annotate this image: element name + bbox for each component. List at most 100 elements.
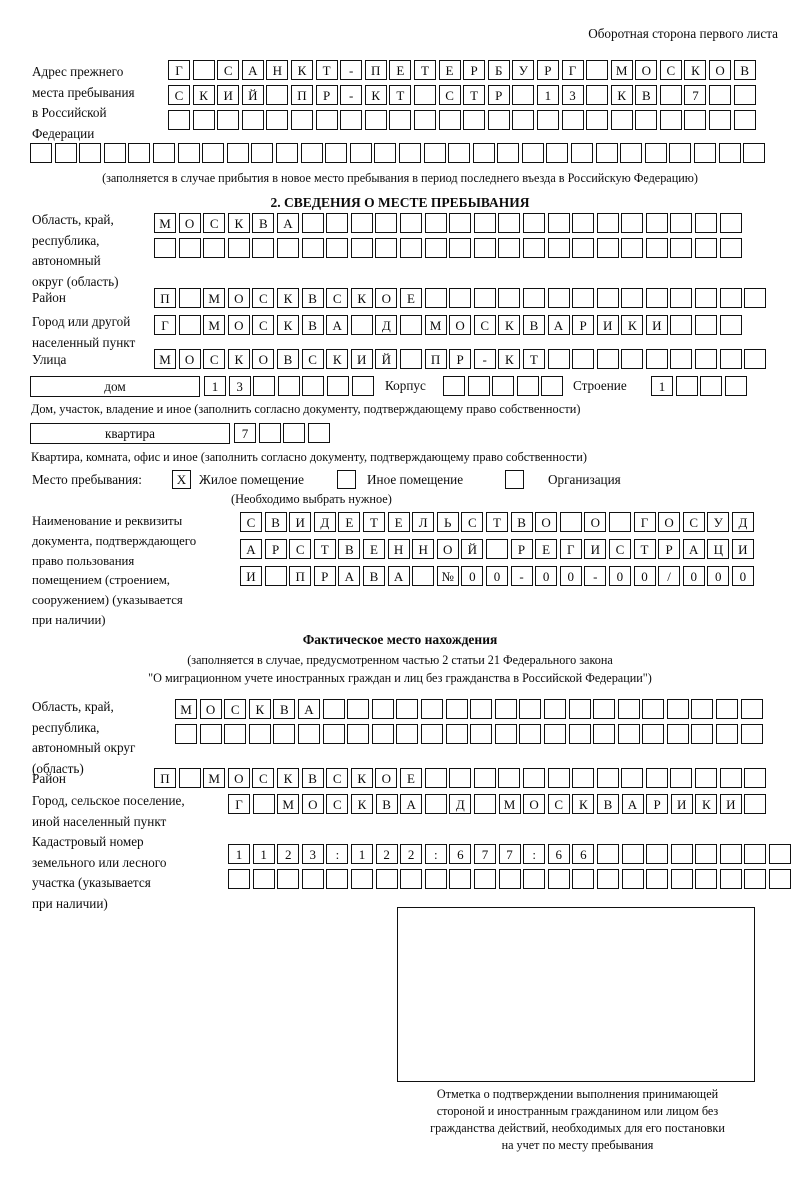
cadastral-row-1-cell-3[interactable]: 2 xyxy=(277,844,300,864)
section2-region-row-2-cell-4[interactable] xyxy=(227,238,250,258)
section2-city-row-cell-23[interactable] xyxy=(695,315,718,335)
actual-district-row-cell-6[interactable]: К xyxy=(276,768,299,788)
section2-district-row-cell-17[interactable] xyxy=(547,288,570,308)
doc-row-2-cell-9[interactable]: О xyxy=(436,539,459,559)
actual-city-row-cell-10[interactable]: Д xyxy=(449,794,472,814)
section2-region-row-2-cell-21[interactable] xyxy=(645,238,668,258)
section2-street-row-cell-5[interactable]: О xyxy=(252,349,275,369)
prev-address-row-3-cell-11[interactable] xyxy=(413,110,436,130)
actual-district-row-cell-17[interactable] xyxy=(547,768,570,788)
actual-city-row-cell-21[interactable]: И xyxy=(719,794,742,814)
actual-district-row-cell-11[interactable]: Е xyxy=(399,768,422,788)
section2-region-row-2-cell-16[interactable] xyxy=(522,238,545,258)
prev-address-row-4-cell-3[interactable] xyxy=(79,143,102,163)
section2-street-row-cell-3[interactable]: С xyxy=(203,349,226,369)
section2-city-row-cell-24[interactable] xyxy=(719,315,742,335)
prev-address-row-4-cell-7[interactable] xyxy=(177,143,200,163)
actual-district-row-cell-19[interactable] xyxy=(596,768,619,788)
cadastral-row-2-cell-15[interactable] xyxy=(572,869,595,889)
doc-row-3-cell-21[interactable]: 0 xyxy=(731,566,754,586)
prev-address-row-1-cell-21[interactable]: С xyxy=(659,60,682,80)
section2-city-row-cell-16[interactable]: В xyxy=(522,315,545,335)
cadastral-row-2-cell-21[interactable] xyxy=(719,869,742,889)
doc-row-3-cell-15[interactable]: - xyxy=(584,566,607,586)
actual-region-row-1-cell-4[interactable]: К xyxy=(248,699,271,719)
prev-address-row-3-cell-23[interactable] xyxy=(709,110,732,130)
house-number-cells-cell-3[interactable] xyxy=(253,376,276,396)
actual-district-row-cell-23[interactable] xyxy=(695,768,718,788)
stay-type-option-organization[interactable]: Организация xyxy=(548,472,621,487)
section2-street-row-cell-4[interactable]: К xyxy=(227,349,250,369)
section2-city-row-cell-14[interactable]: С xyxy=(473,315,496,335)
doc-row-3-cell-6[interactable]: В xyxy=(362,566,385,586)
cadastral-row-2-cell-6[interactable] xyxy=(350,869,373,889)
section2-city-row-cell-10[interactable]: Д xyxy=(375,315,398,335)
section2-region-row-1-cell-16[interactable] xyxy=(522,213,545,233)
prev-address-row-4-cell-21[interactable] xyxy=(521,143,544,163)
section2-street-row-cell-16[interactable]: Т xyxy=(522,349,545,369)
prev-address-row-3-cell-12[interactable] xyxy=(438,110,461,130)
actual-region-row-2-cell-4[interactable] xyxy=(248,724,271,744)
section2-city-row-cell-18[interactable]: Р xyxy=(572,315,595,335)
section2-region-row-2-cell-9[interactable] xyxy=(350,238,373,258)
cadastral-row-2-cell-3[interactable] xyxy=(277,869,300,889)
doc-row-3-cell-18[interactable]: / xyxy=(658,566,681,586)
section2-region-row-1-cell-15[interactable] xyxy=(498,213,521,233)
actual-city-row-cell-4[interactable]: О xyxy=(301,794,324,814)
doc-row-3-cell-14[interactable]: 0 xyxy=(559,566,582,586)
cadastral-row-2-cell-20[interactable] xyxy=(695,869,718,889)
actual-district-row-cell-20[interactable] xyxy=(621,768,644,788)
actual-city-row-cell-14[interactable]: С xyxy=(547,794,570,814)
section2-region-row-1-cell-21[interactable] xyxy=(645,213,668,233)
cadastral-row-2-cell-16[interactable] xyxy=(596,869,619,889)
section2-region-row-2-cell-20[interactable] xyxy=(621,238,644,258)
stroenie-cells-cell-2[interactable] xyxy=(675,376,698,396)
section2-region-row-1-cell-19[interactable] xyxy=(596,213,619,233)
house-number-cells-cell-4[interactable] xyxy=(277,376,300,396)
actual-district-row-cell-8[interactable]: С xyxy=(326,768,349,788)
prev-address-row-2-cell-14[interactable]: Р xyxy=(487,85,510,105)
section2-district-row-cell-19[interactable] xyxy=(596,288,619,308)
doc-row-1-cell-8[interactable]: Л xyxy=(412,512,435,532)
doc-row-2-cell-11[interactable] xyxy=(485,539,508,559)
section2-region-row-2[interactable] xyxy=(154,238,742,258)
actual-city-row-cell-5[interactable]: С xyxy=(326,794,349,814)
cadastral-row-2-cell-7[interactable] xyxy=(375,869,398,889)
doc-row-3-cell-9[interactable]: № xyxy=(436,566,459,586)
actual-region-row-1-cell-5[interactable]: В xyxy=(273,699,296,719)
prev-address-row-1-cell-12[interactable]: Е xyxy=(438,60,461,80)
section2-street-row-cell-17[interactable] xyxy=(547,349,570,369)
stay-type-option-other[interactable]: Иное помещение xyxy=(367,472,464,487)
prev-address-row-3-cell-21[interactable] xyxy=(659,110,682,130)
section2-district-row-cell-20[interactable] xyxy=(621,288,644,308)
cadastral-row-2-cell-8[interactable] xyxy=(400,869,423,889)
doc-row-3-cell-13[interactable]: 0 xyxy=(535,566,558,586)
actual-city-row-cell-22[interactable] xyxy=(744,794,767,814)
section2-region-row-1-cell-8[interactable] xyxy=(326,213,349,233)
actual-district-row-cell-3[interactable]: М xyxy=(203,768,226,788)
section2-district-row-cell-8[interactable]: С xyxy=(326,288,349,308)
prev-address-row-4-cell-29[interactable] xyxy=(718,143,741,163)
house-number-cells-cell-5[interactable] xyxy=(302,376,325,396)
actual-region-row-1-cell-17[interactable] xyxy=(568,699,591,719)
section2-city-row-cell-7[interactable]: В xyxy=(301,315,324,335)
section2-region-row-2-cell-14[interactable] xyxy=(473,238,496,258)
doc-row-2-cell-5[interactable]: В xyxy=(338,539,361,559)
actual-city-row-cell-11[interactable] xyxy=(473,794,496,814)
prev-address-row-4-cell-18[interactable] xyxy=(448,143,471,163)
cadastral-row-1-cell-16[interactable] xyxy=(596,844,619,864)
prev-address-row-4-cell-2[interactable] xyxy=(54,143,77,163)
korpus-cells-cell-2[interactable] xyxy=(467,376,490,396)
actual-region-row-1-cell-7[interactable] xyxy=(322,699,345,719)
actual-district-row-cell-1[interactable]: П xyxy=(154,768,176,788)
stay-type-checkbox-other[interactable] xyxy=(337,470,356,489)
prev-address-row-1-cell-8[interactable]: - xyxy=(340,60,363,80)
cadastral-row-2-cell-5[interactable] xyxy=(326,869,349,889)
doc-row-3-cell-3[interactable]: П xyxy=(289,566,312,586)
section2-region-row-2-cell-15[interactable] xyxy=(498,238,521,258)
cadastral-row-2-cell-9[interactable] xyxy=(424,869,447,889)
prev-address-row-2-cell-24[interactable] xyxy=(733,85,756,105)
